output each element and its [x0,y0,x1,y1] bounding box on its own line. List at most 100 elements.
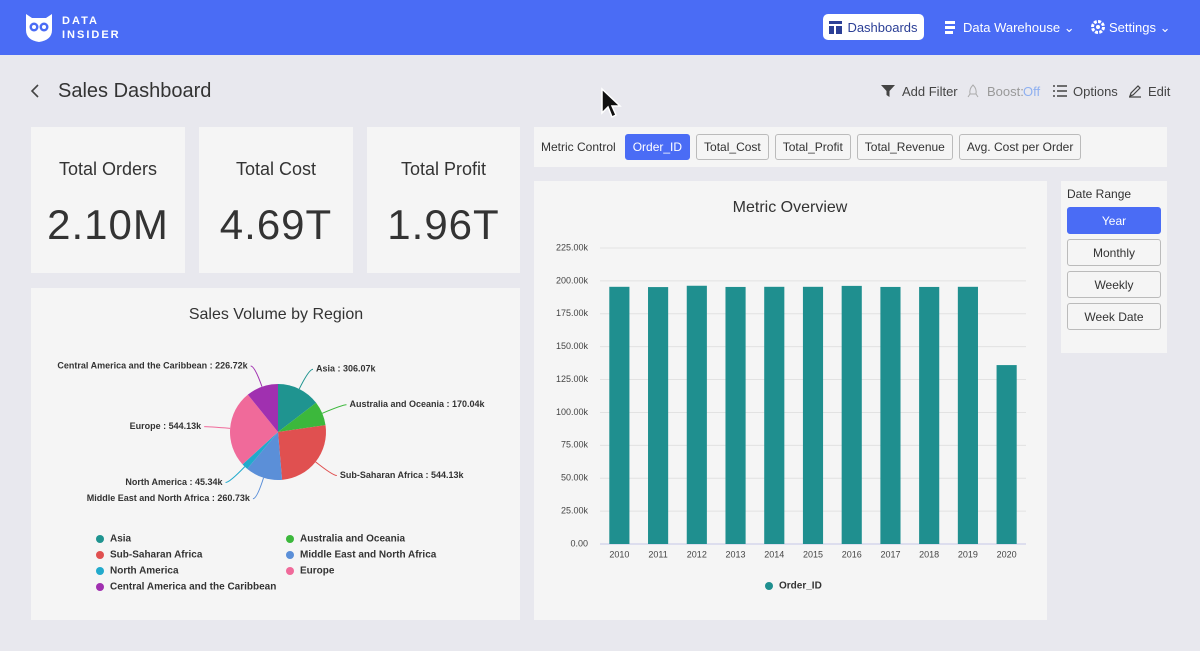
leader-line [253,478,264,499]
kpi-value: 4.69T [199,201,353,249]
bar [687,286,707,544]
date-range-label: Date Range [1067,187,1161,201]
legend-marker [96,535,104,543]
kpi-label: Total Profit [367,159,520,180]
y-tick-label: 75.00k [561,440,589,450]
nav-settings[interactable]: Settings ⌄ [1109,20,1171,36]
metric-option[interactable]: Total_Profit [775,134,851,160]
legend-label: Asia [110,534,132,545]
nav-bar: DATA INSIDER Dashboards Data Warehouse ⌄… [0,0,1200,55]
bar [609,287,629,544]
legend-label: Europe [300,566,335,577]
chart-title: Sales Volume by Region [189,306,363,323]
y-tick-label: 0.00 [570,538,588,548]
y-tick-label: 50.00k [561,473,589,483]
data-label: Sub-Saharan Africa : 544.13k [340,470,465,480]
boost-toggle[interactable]: Off [1023,84,1040,99]
logo [24,12,54,43]
boost-label: Boost: [987,84,1024,99]
leader-line [251,366,262,387]
kpi-value: 1.96T [367,201,520,249]
legend-marker [286,551,294,559]
bar [842,286,862,544]
metric-option[interactable]: Total_Revenue [857,134,953,160]
date-range-option[interactable]: Weekly [1067,271,1161,298]
nav-label: Dashboards [847,20,917,35]
bar-chart: Metric Overview 0.0025.00k50.00k75.00k10… [534,181,1047,620]
bar [803,287,823,544]
icon [1053,85,1067,97]
kpi-value: 2.10M [31,201,185,249]
y-tick-label: 200.00k [556,275,589,285]
data-label: North America : 45.34k [125,477,223,487]
chart-title: Metric Overview [733,199,848,216]
icon [1128,84,1142,98]
x-tick-label: 2020 [997,549,1017,559]
data-label: Central America and the Caribbean : 226.… [57,360,248,370]
legend-marker [286,535,294,543]
icon [967,84,979,98]
legend-label: North America [110,566,179,577]
y-tick-label: 175.00k [556,308,589,318]
bar [919,287,939,544]
icon [881,84,895,98]
date-range: Date Range Year Monthly Weekly Week Date [1061,181,1167,353]
legend-label: Australia and Oceania [300,534,405,545]
data-label: Europe : 544.13k [130,421,203,431]
x-tick-label: 2019 [958,549,978,559]
icon [829,21,842,34]
bar [725,287,745,544]
legend-marker [96,583,104,591]
y-tick-label: 100.00k [556,407,589,417]
legend-marker [765,582,773,590]
bar [648,287,668,544]
legend-marker [96,567,104,575]
y-tick-label: 225.00k [556,242,589,252]
legend-label: Central America and the Caribbean [110,582,276,593]
metric-option[interactable]: Order_ID [625,134,690,160]
y-tick-label: 150.00k [556,341,589,351]
x-tick-label: 2013 [726,549,746,559]
nav-data-warehouse[interactable]: Data Warehouse ⌄ [963,20,1075,36]
kpi-card: Total Profit 1.96T [367,127,520,273]
metric-control: Metric Control Order_IDTotal_CostTotal_P… [534,127,1167,167]
leader-line [322,405,346,414]
cursor [600,87,624,121]
back-button[interactable] [28,83,42,99]
x-tick-label: 2012 [687,549,707,559]
leader-line [299,369,313,389]
legend-label: Order_ID [779,581,822,592]
bar [764,287,784,544]
bar [997,365,1017,544]
legend-marker [286,567,294,575]
metric-option[interactable]: Avg. Cost per Order [959,134,1082,160]
legend-label: Middle East and North Africa [300,550,437,561]
x-tick-label: 2014 [764,549,784,559]
options[interactable]: Options [1073,84,1118,99]
add-filter[interactable]: Add Filter [902,84,958,99]
bar [958,287,978,544]
date-range-option[interactable]: Year [1067,207,1161,234]
metric-label: Metric Control [541,140,616,154]
nav-label: Data Warehouse [963,20,1060,35]
pie-slice [278,425,326,480]
nav-dashboards[interactable]: Dashboards [823,14,924,40]
data-label: Australia and Oceania : 170.04k [349,399,485,409]
data-label: Middle East and North Africa : 260.73k [87,493,251,503]
kpi-card: Total Orders 2.10M [31,127,185,273]
date-range-option[interactable]: Monthly [1067,239,1161,266]
metric-option[interactable]: Total_Cost [696,134,769,160]
leader-line [316,462,337,476]
brand: INSIDER [62,29,121,41]
page-title: Sales Dashboard [58,80,211,103]
leader-line [204,427,230,429]
edit[interactable]: Edit [1148,84,1170,99]
nav-label: Settings [1109,20,1156,35]
kpi-label: Total Cost [199,159,353,180]
legend-marker [96,551,104,559]
x-tick-label: 2017 [880,549,900,559]
date-range-option[interactable]: Week Date [1067,303,1161,330]
x-tick-label: 2015 [803,549,823,559]
icon [1091,20,1105,34]
leader-line [226,467,245,483]
